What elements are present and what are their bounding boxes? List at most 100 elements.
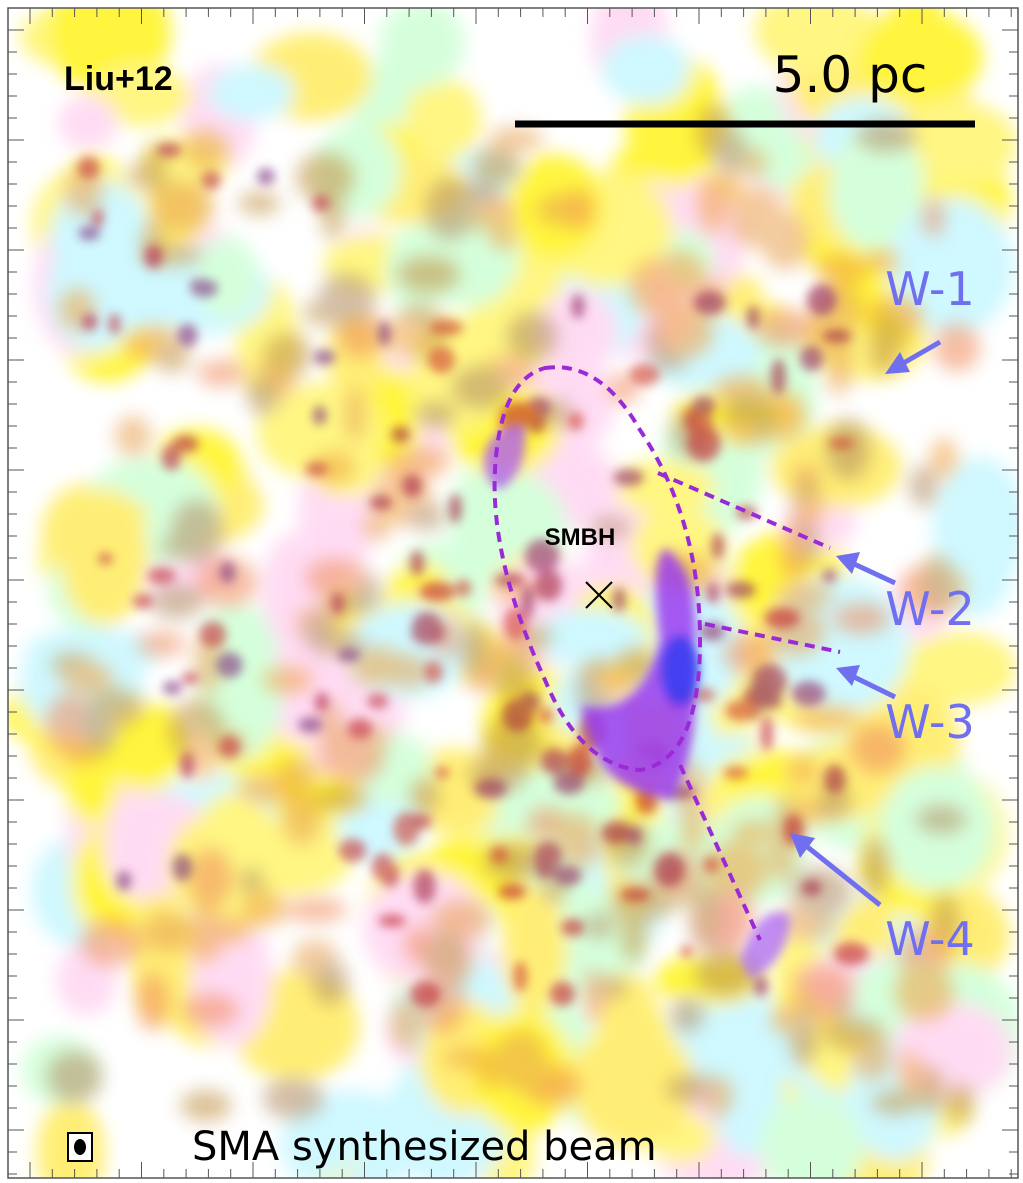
emission-blob [725,581,756,598]
emission-blob [413,869,435,903]
emission-blob [934,324,980,372]
emission-blob [339,839,367,863]
emission-blob [909,465,937,507]
emission-blob [115,416,151,456]
emission-blob [918,1066,943,1113]
emission-blob [58,96,117,149]
emission-blob [752,664,787,699]
emission-blob [823,329,852,343]
emission-blob [413,612,441,636]
emission-blob [923,199,944,237]
emission-blob [162,444,181,470]
emission-blob [681,945,693,958]
emission-blob [378,321,391,346]
emission-blob [782,522,804,579]
emission-blob [209,65,294,120]
emission-blob [470,200,516,230]
emission-blob [392,654,427,689]
emission-blob [794,706,858,731]
emission-blob [372,853,394,880]
emission-blob [313,349,335,365]
emission-blob [712,128,746,174]
emission-blob [776,582,834,609]
emission-blob [197,360,246,387]
emission-blob [553,865,581,886]
emission-blob [189,848,232,909]
emission-blob [157,143,182,158]
emission-blob [82,313,98,330]
emission-blob [874,311,906,358]
emission-blob [795,496,824,524]
emission-blob [703,856,719,873]
emission-blob [370,495,393,510]
emission-blob [91,209,104,227]
emission-blob [565,190,594,230]
emission-blob [345,387,365,443]
emission-blob [654,853,684,888]
emission-blob [264,333,312,378]
emission-blob [568,412,584,430]
emission-blob [286,898,348,923]
emission-blob [658,250,705,298]
emission-blob [496,1031,547,1092]
emission-blob [406,814,432,829]
emission-blob [419,582,455,602]
emission-blob [242,892,289,927]
emission-blob [162,681,182,695]
emission-blob [916,806,966,833]
emission-blob [571,294,584,319]
emission-blob [550,981,575,1006]
emission-blob [318,274,375,325]
emission-blob [824,764,846,793]
emission-blob [815,253,867,287]
emission-blob [513,961,527,992]
emission-blob [298,717,323,733]
emission-blob [627,826,642,845]
emission-blob [584,914,613,939]
emission-blob [98,553,113,565]
emission-blob [502,699,534,732]
emission-blob [834,942,869,965]
emission-blob [62,662,112,694]
emission-blob [723,766,748,779]
emission-blob [792,681,826,706]
emission-blob [613,469,644,486]
emission-blob [474,778,506,798]
emission-blob [216,652,243,677]
emission-blob [707,582,719,603]
figure: 5.0 pc Liu+12 SMBH W-1W-2W-3W-4 SMA synt… [0,0,1023,1183]
emission-blob [771,359,786,395]
emission-blob [181,672,199,684]
emission-blob [347,718,372,739]
emission-blob [180,1090,232,1121]
emission-blob [507,313,558,360]
emission-blob [410,981,441,1007]
emission-blob [312,194,330,212]
emission-blob [561,918,585,936]
emission-blob [148,567,176,584]
emission-blob [178,324,198,347]
emission-blob [201,171,221,190]
feature-label: W-3 [885,695,974,749]
emission-blob [807,284,837,315]
emission-blob [764,608,799,629]
emission-blob [136,973,168,1032]
emission-blob [144,245,163,269]
emission-blob [220,561,236,583]
emission-blob [452,366,509,409]
emission-map [1,0,1023,1183]
emission-blob [895,965,954,1021]
emission-blob [460,621,489,676]
emission-blob [246,376,279,414]
emission-blob [704,1075,732,1116]
emission-blob [534,569,562,601]
emission-blob [183,994,239,1027]
emission-blob [47,233,142,350]
emission-blob [81,919,142,967]
emission-blob [822,569,836,583]
emission-blob [473,146,520,184]
emission-blob [47,1051,102,1102]
emission-blob [337,648,360,662]
emission-blob [240,869,263,894]
emission-blob [108,313,120,334]
